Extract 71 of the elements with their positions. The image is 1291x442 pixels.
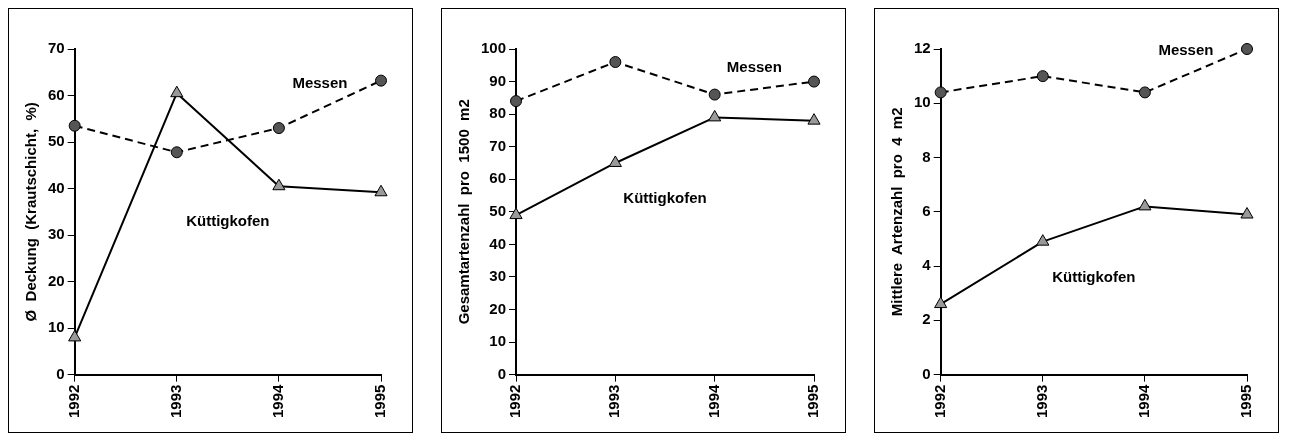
x-tick-label: 1994	[1135, 383, 1153, 419]
x-tick-label: 1993	[605, 384, 623, 419]
y-tick-label: 100	[481, 39, 507, 57]
point	[608, 155, 622, 167]
y-tick-label: 60	[489, 169, 507, 187]
y-tick-label: 10	[489, 332, 507, 350]
x-tick-label: 1994	[704, 383, 722, 419]
x-tick-label: 1993	[166, 384, 184, 419]
y-tick-label: 10	[48, 318, 65, 336]
y-tick-label: 0	[56, 364, 65, 382]
y-tick-label: 20	[489, 299, 507, 317]
point	[1138, 86, 1151, 99]
y-tick-label: 8	[922, 147, 931, 165]
x-tick-label: 1992	[64, 384, 82, 419]
y-axis-title: Mittlere Artenzahl pro 4 m2	[888, 107, 906, 317]
series-label: Messen	[292, 74, 348, 92]
y-tick-label: 70	[48, 39, 65, 57]
point	[510, 95, 523, 108]
point	[375, 74, 387, 87]
y-tick-label: 0	[922, 364, 931, 382]
point	[509, 207, 523, 220]
series-label: Messen	[1158, 40, 1214, 58]
point	[170, 146, 183, 159]
series-label: Küttigkofen	[186, 212, 270, 230]
y-tick-label: 30	[48, 225, 65, 243]
y-tick-label: 80	[489, 104, 507, 122]
y-tick-label: 10	[914, 93, 931, 111]
series-label: Küttigkofen	[1052, 267, 1136, 285]
point	[708, 88, 721, 101]
point	[272, 178, 286, 191]
y-tick-label: 40	[489, 234, 507, 252]
y-tick-label: 6	[922, 201, 931, 219]
series-label: Küttigkofen	[623, 189, 707, 207]
x-tick-label: 1995	[804, 384, 822, 419]
x-tick-label: 1995	[371, 384, 389, 419]
y-tick-label: 40	[48, 178, 65, 196]
point	[1036, 70, 1049, 83]
y-tick-label: 50	[489, 201, 507, 219]
point	[68, 329, 82, 342]
x-tick-label: 1992	[506, 384, 524, 419]
point	[1241, 43, 1253, 55]
y-tick-label: 0	[497, 364, 507, 382]
x-tick-label: 1993	[1032, 384, 1050, 419]
point	[1240, 207, 1254, 219]
y-tick-label: 12	[914, 39, 931, 57]
y-axis-title: Ø Deckung (Krautschicht, %)	[22, 102, 40, 322]
point	[609, 56, 622, 69]
point	[1138, 198, 1152, 211]
y-tick-label: 2	[922, 310, 931, 328]
x-tick-label: 1995	[1237, 384, 1255, 419]
point	[272, 122, 285, 135]
y-tick-label: 50	[48, 132, 65, 150]
point	[708, 109, 722, 122]
y-tick-label: 4	[922, 256, 932, 274]
series-label: Messen	[726, 58, 782, 76]
point	[374, 184, 388, 197]
y-tick-label: 20	[48, 271, 65, 289]
point	[808, 75, 820, 88]
x-tick-label: 1992	[930, 384, 948, 419]
y-tick-label: 70	[489, 136, 507, 154]
point	[934, 296, 948, 309]
point	[1036, 234, 1050, 246]
y-tick-label: 30	[489, 267, 507, 285]
point	[807, 113, 821, 125]
point	[934, 86, 947, 99]
y-tick-label: 90	[489, 71, 507, 89]
point	[68, 119, 81, 132]
point	[170, 85, 184, 98]
x-tick-label: 1994	[269, 383, 287, 419]
y-tick-label: 60	[48, 85, 65, 103]
y-axis-title: Gesamtartenzahl pro 1500 m2	[455, 99, 473, 325]
